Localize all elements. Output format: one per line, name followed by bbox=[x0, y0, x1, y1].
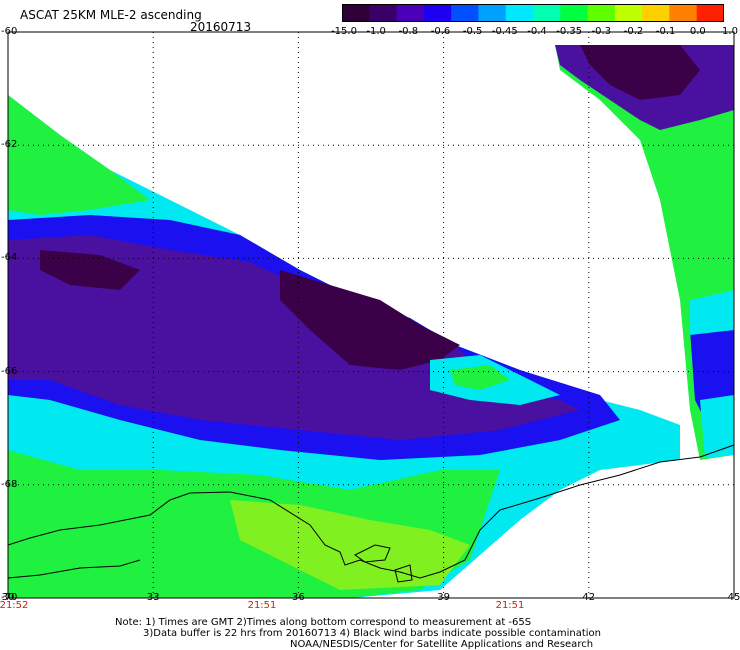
right-swath-cyan bbox=[690, 290, 734, 335]
right-swath-cyan-bottom bbox=[700, 395, 734, 458]
plot-frame bbox=[7, 31, 735, 599]
colorbar-swatch bbox=[342, 4, 370, 22]
longitude-label: 33 bbox=[146, 592, 160, 603]
coastline-lower bbox=[7, 559, 141, 579]
longitude-label: 39 bbox=[437, 592, 450, 603]
time-label: 21:52 bbox=[0, 600, 29, 611]
latitude-label: -60 bbox=[1, 26, 18, 37]
left-swath-green-mid bbox=[450, 365, 510, 390]
data-swaths bbox=[8, 45, 734, 598]
colorbar-swatch bbox=[369, 4, 398, 22]
colorbar-frame bbox=[342, 4, 724, 22]
colorbar-swatch bbox=[451, 4, 479, 22]
note-line-3: NOAA/NESDIS/Center for Satellite Applica… bbox=[290, 639, 594, 650]
note-line-2: 3)Data buffer is 22 hrs from 20160713 4)… bbox=[143, 628, 601, 639]
colorbar-swatch bbox=[396, 4, 425, 22]
map-date: 20160713 bbox=[190, 20, 252, 34]
time-label: 21:51 bbox=[247, 600, 277, 611]
colorbar-swatch bbox=[505, 4, 534, 22]
left-swath-green bbox=[8, 95, 150, 215]
colorbar-swatch bbox=[423, 4, 452, 22]
colorbar-swatch bbox=[696, 4, 724, 22]
latitude-label: -62 bbox=[1, 139, 18, 151]
island-2 bbox=[394, 564, 413, 583]
longitude-label: 30 bbox=[1, 592, 15, 603]
longitude-label: 45 bbox=[727, 592, 740, 603]
latitude-label: -66 bbox=[1, 365, 18, 377]
right-swath-dark bbox=[580, 45, 700, 100]
coastline bbox=[7, 444, 735, 579]
longitude-label: 42 bbox=[582, 592, 596, 603]
left-swath-dark-2 bbox=[40, 250, 140, 290]
right-swath bbox=[555, 45, 734, 460]
longitude-label: 36 bbox=[292, 592, 305, 603]
latitude-label: -68 bbox=[1, 478, 18, 490]
map-title: ASCAT 25KM MLE-2 ascending bbox=[20, 8, 202, 22]
colorbar-swatch bbox=[642, 4, 670, 22]
colorbar-swatch bbox=[587, 4, 616, 22]
colorbar-swatch bbox=[614, 4, 643, 22]
time-label: 21:51 bbox=[495, 600, 525, 611]
note-line-1: Note: 1) Times are GMT 2)Times along bot… bbox=[115, 617, 532, 628]
latitude-label: -64 bbox=[1, 252, 18, 264]
colorbar-swatch bbox=[560, 4, 589, 22]
island bbox=[354, 544, 391, 563]
colorbar-swatch bbox=[478, 4, 507, 22]
left-swath-dark bbox=[280, 270, 460, 370]
grid-lines bbox=[8, 32, 734, 598]
colorbar bbox=[342, 4, 724, 22]
colorbar-swatch bbox=[533, 4, 561, 22]
latitude-label: -70 bbox=[1, 592, 18, 603]
colorbar-swatch bbox=[669, 4, 698, 22]
